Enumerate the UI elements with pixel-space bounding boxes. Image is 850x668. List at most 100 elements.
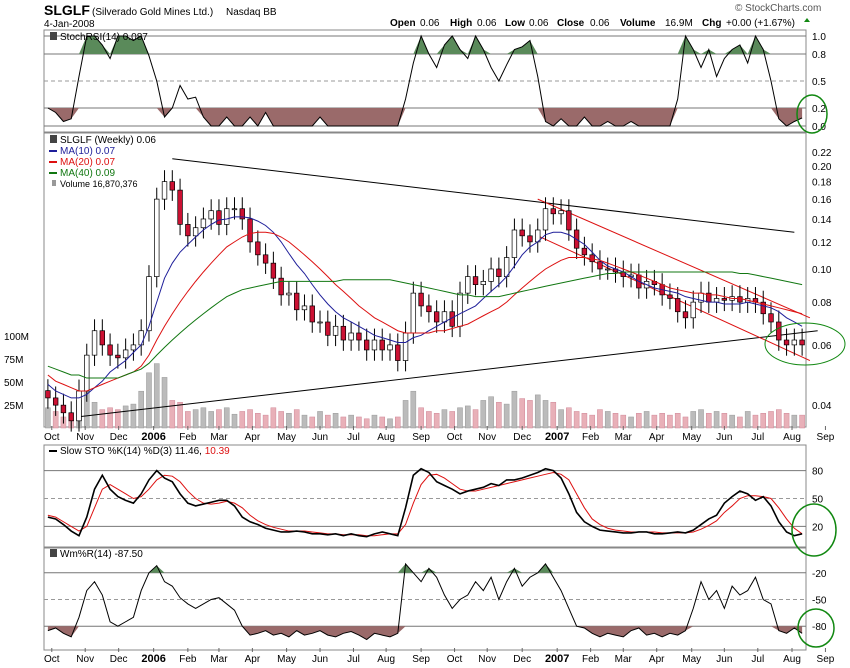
candle-body: [317, 321, 323, 324]
stochrsi-tick-label: 0.8: [812, 50, 826, 61]
candle-body: [247, 218, 253, 243]
volume-bar: [597, 409, 603, 429]
low-label: Low: [505, 18, 525, 29]
williams-highlight-circle: [797, 608, 835, 648]
stochrsi-highlight-circle: [796, 94, 828, 134]
candle-body: [270, 262, 277, 279]
x-tick-label: 2006: [141, 431, 165, 443]
x-tick-label: May: [277, 654, 296, 665]
candle-body: [667, 294, 673, 299]
channel-lower-line: [537, 235, 811, 362]
price-legend-title: SLGLF (Weekly) 0.06: [60, 135, 156, 146]
volume-bar: [371, 414, 378, 429]
chart-date: 4-Jan-2008: [44, 19, 95, 30]
candle-body: [60, 404, 67, 414]
price-legend-swatch: [50, 135, 57, 143]
volume-bar: [566, 407, 572, 429]
candle-body: [239, 208, 245, 220]
x-tick-label: Jul: [751, 654, 764, 665]
williams-panel: -20 -50 -80: [44, 562, 835, 648]
open-value: 0.06: [420, 18, 440, 29]
candle-body: [216, 210, 222, 225]
volume-bar: [262, 414, 269, 429]
volume-tick-label: 50M: [4, 378, 23, 389]
volume-bar: [301, 414, 308, 429]
volume-bar: [519, 398, 525, 429]
ma20-line: [47, 231, 803, 392]
support-trendline: [78, 330, 818, 418]
x-tick-label: Jun: [312, 432, 328, 443]
volume-bar: [239, 411, 246, 429]
x-tick-label: Sep: [817, 654, 835, 665]
volume-bar: [612, 413, 619, 429]
ma10-line: [47, 216, 803, 399]
stochrsi-legend: StochRSI(14) 0.087: [60, 32, 148, 43]
candle-body: [581, 247, 588, 256]
volume-bar: [791, 414, 798, 429]
x-tick-label: Nov: [76, 654, 94, 665]
candle-body: [332, 325, 339, 336]
volume-bar: [488, 396, 494, 429]
slowsto-panel: 80 50 20: [44, 467, 837, 557]
volume-bar: [418, 407, 424, 429]
stochrsi-tick-label: 0.0: [812, 122, 826, 133]
candle-body: [340, 325, 347, 341]
ma20-legend: MA(20) 0.07: [60, 157, 115, 168]
x-tick-label: Mar: [615, 432, 633, 443]
candle-body: [325, 321, 331, 336]
x-tick-label: Feb: [179, 654, 197, 665]
x-tick-label: 2007: [545, 431, 569, 443]
candle-body: [480, 281, 486, 285]
volume-bar: [99, 409, 106, 429]
candle-body: [68, 412, 74, 422]
volume-bar: [534, 394, 541, 429]
price-tick-label: 0.16: [812, 195, 832, 206]
volume-bar: [589, 414, 595, 429]
volume-bar: [721, 413, 728, 429]
candle-body: [791, 339, 798, 346]
volume-bar: [433, 413, 440, 429]
x-tick-label: Apr: [649, 654, 665, 665]
volume-bar: [115, 409, 121, 429]
high-label: High: [450, 18, 472, 29]
volume-bar: [309, 416, 316, 429]
x-tick-label: Feb: [582, 654, 600, 665]
candle-body: [224, 208, 230, 225]
credit: © StockCharts.com: [735, 3, 821, 14]
x-tick-label: Nov: [76, 432, 94, 443]
candle-body: [379, 339, 385, 351]
chg-value: +0.00 (+1.67%): [726, 18, 795, 29]
candle-body: [185, 224, 191, 237]
channel-upper-line: [537, 198, 811, 319]
candle-body: [410, 292, 417, 334]
candle-body: [713, 298, 720, 303]
candle-body: [107, 344, 113, 356]
volume-bar: [278, 411, 284, 429]
volume-bar: [706, 413, 712, 429]
x-tick-label: Oct: [44, 432, 60, 443]
volume-bar: [643, 411, 650, 429]
x-tick-label: May: [682, 654, 701, 665]
volume-bar: [690, 411, 697, 429]
price-tick-label: 0.08: [812, 298, 832, 309]
candle-body: [99, 330, 105, 346]
candle-body: [192, 227, 199, 237]
up-arrow-icon: [804, 18, 810, 22]
volume-bar: [768, 411, 774, 429]
candle-body: [231, 208, 238, 211]
candle-body: [418, 292, 424, 307]
volume-bar: [185, 411, 191, 429]
volume-bar: [216, 409, 222, 429]
price-tick-label: 0.22: [812, 148, 832, 159]
stochrsi-tick-label: 0.5: [812, 77, 826, 88]
price-tick-label: 0.06: [812, 341, 832, 352]
candle-body: [566, 210, 572, 231]
volume-bar: [729, 414, 735, 429]
volume-bar: [713, 411, 720, 429]
stochrsi-tick-label: 0.2: [812, 104, 826, 115]
volume-bar: [527, 400, 533, 429]
x-tick-label: Dec: [513, 432, 531, 443]
volume-bar: [682, 416, 689, 429]
candle-body: [675, 298, 681, 313]
candle-body: [278, 277, 284, 296]
